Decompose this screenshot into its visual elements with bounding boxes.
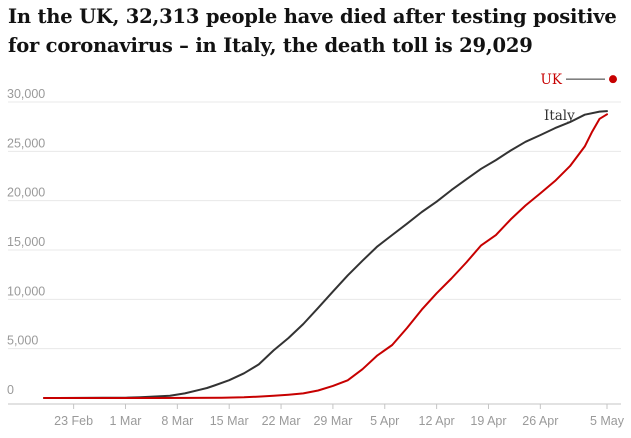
x-tick-label: 29 Mar [313,414,352,428]
x-tick-label: 8 Mar [161,414,193,428]
x-tick-label: 5 May [590,414,625,428]
x-tick-label: 23 Feb [54,414,93,428]
legend-label-uk: UK [541,72,563,88]
y-tick-label: 0 [7,383,14,397]
legend-label-italy: Italy [544,108,575,124]
x-tick-label: 1 Mar [110,414,142,428]
series-line-italy [43,110,608,399]
gridlines [8,101,621,350]
y-tick-label: 5,000 [7,334,38,348]
y-tick-label: 25,000 [7,136,45,150]
chart-title: In the UK, 32,313 people have died after… [8,5,617,57]
x-tick-label: 26 Apr [522,414,558,428]
y-tick-label: 15,000 [7,235,45,249]
x-tick-label: 19 Apr [470,414,506,428]
series-lines [43,110,608,399]
x-tick-label: 12 Apr [419,414,455,428]
uk-latest-marker [609,75,617,84]
series-line-uk [43,113,608,399]
y-tick-label: 30,000 [7,87,45,101]
x-axis: 23 Feb 1 Mar 8 Mar 15 Mar 22 Mar 29 Mar 5 Apr 1… [8,403,625,428]
legend: UK Italy [541,72,617,124]
x-tick-label: 15 Mar [210,414,249,428]
x-tick-label: 5 Apr [370,414,399,428]
y-axis-labels: 0 5,000 10,000 15,000 20,000 25,000 30,000 [7,87,45,397]
x-tick-label: 22 Mar [262,414,301,428]
y-tick-label: 10,000 [7,284,45,298]
y-tick-label: 20,000 [7,186,45,200]
